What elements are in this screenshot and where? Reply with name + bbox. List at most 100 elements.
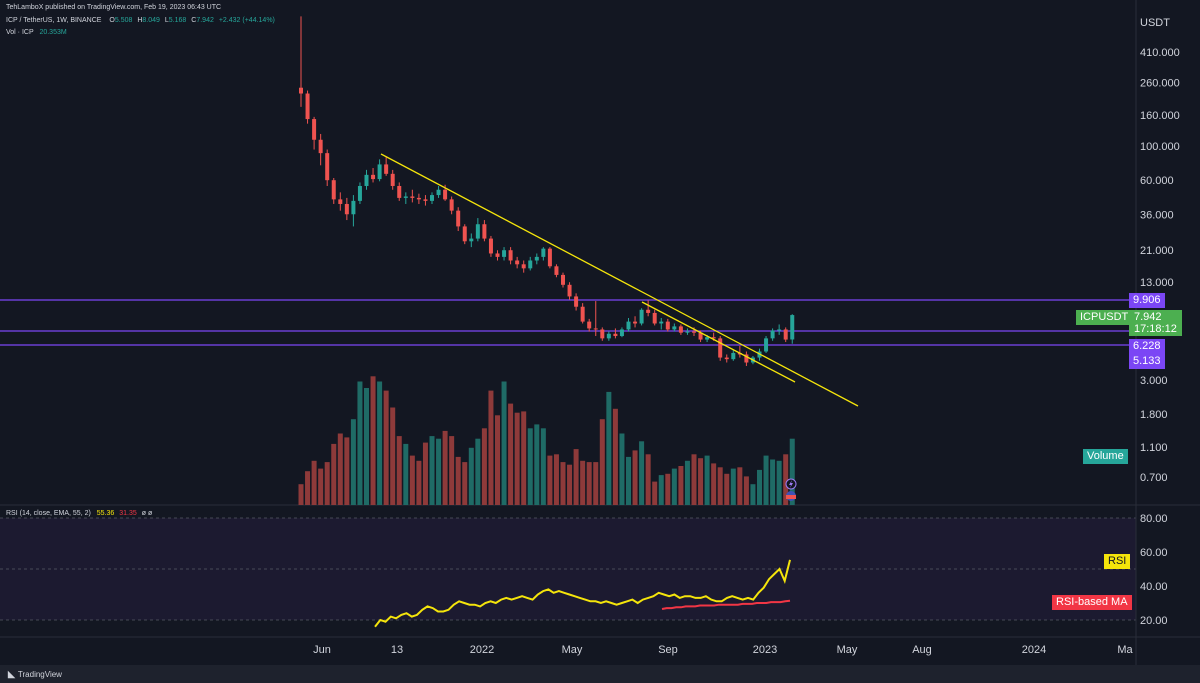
rsi-axis[interactable]: 80.00 60.00 40.00 20.00 bbox=[1140, 513, 1168, 627]
volume-bar bbox=[553, 454, 559, 505]
price-tick-label: 1.100 bbox=[1140, 442, 1168, 454]
volume-bar bbox=[547, 455, 553, 505]
volume-bar bbox=[776, 460, 782, 505]
volume-bar bbox=[527, 428, 533, 505]
ohlc-change: +2.432 (+44.14%) bbox=[218, 17, 275, 24]
volume-bar bbox=[305, 471, 311, 505]
price-tick-label: 36.000 bbox=[1140, 209, 1174, 221]
price-tick-label: 410.000 bbox=[1140, 47, 1180, 59]
volume-bar bbox=[429, 436, 435, 505]
candle-body bbox=[626, 321, 631, 330]
time-tick-label: 2023 bbox=[753, 644, 777, 656]
price-tick-label: 60.000 bbox=[1140, 175, 1174, 187]
volume-bar bbox=[475, 438, 481, 505]
volume-bar bbox=[455, 456, 461, 505]
time-tick-label: 2022 bbox=[470, 644, 494, 656]
volume-bar bbox=[645, 454, 651, 505]
rsi-value: 55.36 bbox=[96, 510, 115, 517]
volume-bar bbox=[698, 458, 704, 505]
volume-bar bbox=[730, 468, 736, 505]
rsi-tick-label: 60.00 bbox=[1140, 547, 1168, 559]
volume-bar bbox=[691, 454, 697, 505]
time-tick-label: 2024 bbox=[1022, 644, 1046, 656]
ohlc-high: H8.049 bbox=[137, 17, 160, 24]
volume-label: Vol · ICP bbox=[6, 29, 34, 36]
time-tick-label: May bbox=[562, 644, 583, 656]
price-value: 7.942 bbox=[1134, 311, 1162, 323]
candle-body bbox=[423, 199, 428, 201]
tradingview-brand[interactable]: ◣ TradingView bbox=[8, 669, 62, 680]
volume-bar bbox=[619, 433, 625, 505]
symbol-tag: ICPUSDT bbox=[1076, 310, 1133, 325]
candle-body bbox=[390, 173, 395, 186]
candle-body bbox=[790, 315, 795, 340]
candle-body bbox=[613, 333, 618, 337]
candle-body bbox=[593, 328, 598, 330]
volume-bar bbox=[344, 437, 350, 505]
volume-bar bbox=[534, 424, 540, 505]
volume-bar bbox=[468, 447, 474, 505]
volume-bar bbox=[370, 376, 376, 505]
volume-tag: Volume bbox=[1083, 449, 1128, 464]
volume-bar bbox=[540, 428, 546, 505]
symbol-legend: ICP / TetherUS, 1W, BINANCE O5.508 H8.04… bbox=[6, 17, 275, 24]
candle-body bbox=[377, 164, 382, 180]
volume-bar bbox=[403, 443, 409, 505]
candle-body bbox=[521, 264, 526, 269]
volume-bar bbox=[717, 467, 723, 505]
volume-bar bbox=[324, 462, 330, 505]
candle-body bbox=[508, 250, 513, 261]
candle-body bbox=[410, 196, 415, 198]
volume-bar bbox=[409, 455, 415, 505]
symbol-title: ICP / TetherUS, 1W, BINANCE bbox=[6, 17, 102, 24]
volume-bar bbox=[462, 462, 468, 505]
candle-body bbox=[646, 309, 651, 313]
main-downtrend-line[interactable] bbox=[380, 153, 859, 407]
volume-bar bbox=[639, 441, 645, 505]
volume-bar bbox=[632, 450, 638, 505]
candle-body bbox=[606, 333, 611, 339]
candle-body bbox=[403, 196, 408, 198]
candle-body bbox=[449, 199, 454, 211]
volume-bar bbox=[770, 459, 776, 505]
level-tag-low: 5.133 bbox=[1129, 354, 1165, 369]
rsi-ma-value: 31.35 bbox=[119, 510, 137, 517]
candle-body bbox=[744, 354, 749, 363]
candle-body bbox=[652, 312, 657, 324]
candlesticks bbox=[299, 16, 795, 367]
candle-body bbox=[718, 338, 723, 358]
candle-body bbox=[731, 352, 736, 360]
price-tick-label: 0.700 bbox=[1140, 472, 1168, 484]
candle-body bbox=[318, 139, 323, 154]
price-tick-label: 21.000 bbox=[1140, 245, 1174, 257]
candle-body bbox=[344, 203, 349, 215]
volume-bar bbox=[488, 390, 494, 505]
price-chart[interactable]: 410.000 260.000 160.000 100.000 60.000 36.000… bbox=[0, 0, 1200, 665]
rsi-line bbox=[374, 559, 791, 628]
volume-bar bbox=[757, 469, 762, 505]
level-tag-top: 9.906 bbox=[1129, 293, 1165, 308]
time-axis[interactable]: Jun 13 2022 May Sep 2023 May Aug 2024 Ma bbox=[313, 644, 1133, 656]
volume-bar bbox=[704, 455, 710, 505]
candle-body bbox=[678, 326, 683, 333]
rsi-tick-label: 20.00 bbox=[1140, 615, 1168, 627]
candle-body bbox=[397, 185, 402, 198]
candle-body bbox=[554, 266, 559, 275]
candle-body bbox=[312, 119, 317, 140]
candle-body bbox=[384, 164, 389, 174]
volume-bar bbox=[449, 436, 455, 505]
candle-body bbox=[574, 296, 579, 307]
rsi-pane bbox=[374, 559, 791, 628]
candle-body bbox=[305, 93, 310, 120]
price-axis[interactable]: 410.000 260.000 160.000 100.000 60.000 36.000… bbox=[1140, 47, 1180, 484]
volume-bar bbox=[318, 468, 324, 505]
candle-body bbox=[416, 197, 421, 200]
volume-bar bbox=[743, 476, 749, 505]
volume-bar bbox=[377, 381, 383, 505]
secondary-downtrend-line[interactable] bbox=[641, 301, 796, 383]
volume-bar bbox=[684, 460, 690, 505]
volume-bar bbox=[606, 391, 612, 505]
volume-bars bbox=[298, 376, 795, 505]
price-tick-label: 100.000 bbox=[1140, 141, 1180, 153]
candle-body bbox=[724, 357, 729, 360]
